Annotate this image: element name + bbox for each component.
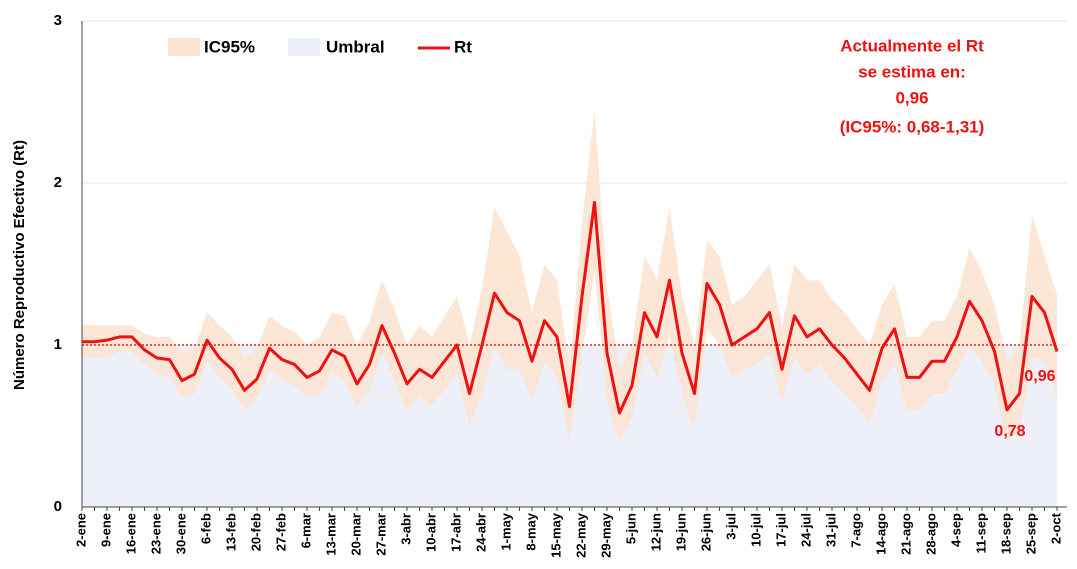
- x-tick-label: 7-ago: [848, 513, 863, 548]
- x-tick-label: 10-abr: [423, 513, 438, 552]
- x-tick-label: 16-ene: [123, 513, 138, 554]
- x-tick-label: 2-ene: [73, 513, 88, 547]
- annotation: 0,96: [1024, 368, 1055, 385]
- x-tick-label: 24-jul: [798, 513, 813, 547]
- x-tick-label: 5-jun: [623, 513, 638, 544]
- x-tick-label: 30-ene: [173, 513, 188, 554]
- y-tick-label: 3: [54, 12, 62, 29]
- y-tick-label: 2: [54, 174, 62, 191]
- legend-label: IC95%: [204, 37, 255, 56]
- annotation: (IC95%: 0,68-1,31): [840, 117, 985, 136]
- x-tick-label: 6-feb: [198, 513, 213, 544]
- y-axis-label: Número Reproductivo Efectivo (Rt): [11, 140, 28, 390]
- x-tick-label: 18-sep: [998, 513, 1013, 554]
- x-tick-label: 20-mar: [348, 513, 363, 556]
- legend-label: Rt: [454, 37, 472, 56]
- legend-label: Umbral: [326, 37, 385, 56]
- x-tick-label: 21-ago: [898, 513, 913, 555]
- annotation: se estima en:: [858, 62, 966, 81]
- x-tick-label: 27-feb: [273, 513, 288, 551]
- x-tick-label: 31-jul: [823, 513, 838, 547]
- x-tick-label: 13-feb: [223, 513, 238, 551]
- x-tick-label: 29-may: [598, 512, 613, 558]
- x-tick-label: 27-mar: [373, 513, 388, 556]
- x-tick-label: 14-ago: [873, 513, 888, 555]
- x-tick-label: 2-oct: [1048, 512, 1063, 544]
- x-tick-label: 3-jul: [723, 513, 738, 540]
- x-tick-label: 9-ene: [98, 513, 113, 547]
- x-tick-label: 17-abr: [448, 513, 463, 552]
- rt-line: [82, 200, 1059, 415]
- x-tick-label: 17-jul: [773, 513, 788, 547]
- y-tick-label: 0: [54, 498, 62, 515]
- annotation: 0,78: [994, 423, 1025, 440]
- annotation: 0,96: [895, 88, 928, 107]
- x-tick-label: 22-may: [573, 512, 588, 558]
- x-tick-label: 25-sep: [1023, 513, 1038, 554]
- x-tick-label: 4-sep: [948, 513, 963, 547]
- x-tick-label: 10-jul: [748, 513, 763, 547]
- x-tick-label: 1-may: [498, 512, 513, 550]
- y-tick-label: 1: [54, 336, 62, 353]
- x-tick-label: 15-may: [548, 512, 563, 558]
- x-tick-label: 13-mar: [323, 513, 338, 556]
- x-tick-label: 26-jun: [698, 513, 713, 551]
- x-tick-label: 8-may: [523, 512, 538, 550]
- x-tick-label: 11-sep: [973, 513, 988, 554]
- x-tick-label: 6-mar: [298, 513, 313, 548]
- x-tick-label: 23-ene: [148, 513, 163, 554]
- legend-swatch: [288, 38, 320, 56]
- x-tick-label: 28-ago: [923, 513, 938, 555]
- x-tick-label: 20-feb: [248, 513, 263, 551]
- x-tick-label: 24-abr: [473, 513, 488, 552]
- x-tick-label: 3-abr: [398, 513, 413, 545]
- x-tick-label: 19-jun: [673, 513, 688, 551]
- legend-swatch: [168, 38, 200, 56]
- x-tick-label: 12-jun: [648, 513, 663, 551]
- annotation: Actualmente el Rt: [840, 36, 984, 55]
